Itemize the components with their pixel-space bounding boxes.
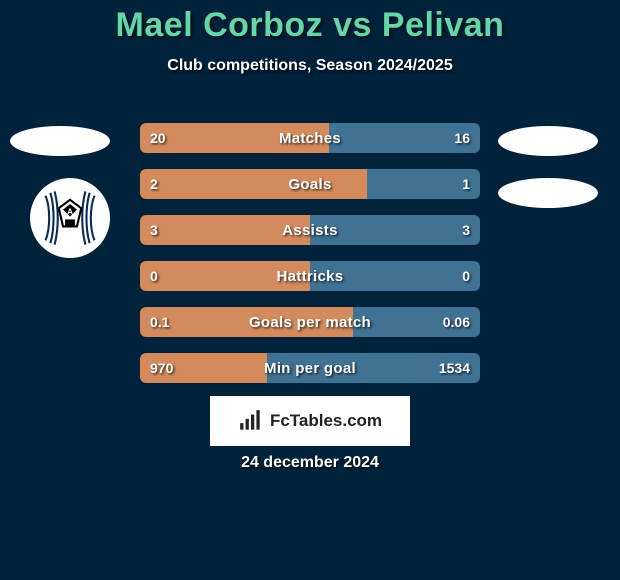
attribution-text: FcTables.com <box>270 411 382 431</box>
player-left-avatar-placeholder <box>10 126 110 156</box>
comparison-subtitle: Club competitions, Season 2024/2025 <box>0 57 620 75</box>
stat-left-value: 20 <box>150 123 166 153</box>
bar-chart-icon <box>238 408 264 434</box>
attribution-badge: FcTables.com <box>210 396 410 446</box>
stat-bar-label: Matches <box>140 123 480 153</box>
stat-left-value: 0.1 <box>150 307 169 337</box>
club-left-badge: A <box>30 178 110 258</box>
stat-bar-label: Hattricks <box>140 261 480 291</box>
stat-left-value: 3 <box>150 215 158 245</box>
stat-left-value: 970 <box>150 353 173 383</box>
club-crest-icon: A <box>35 183 105 253</box>
comparison-bars: Matches20 16 Goals2 1 Assists3 3 Hattricks0 0 Go… <box>140 123 480 399</box>
stat-bar: Hattricks0 0 <box>140 261 480 291</box>
stat-right-value: 1 <box>462 169 470 199</box>
stat-bar: Matches20 16 <box>140 123 480 153</box>
stat-left-value: 2 <box>150 169 158 199</box>
stat-right-value: 0 <box>462 261 470 291</box>
stat-bar-label: Min per goal <box>140 353 480 383</box>
club-right-badge-placeholder <box>498 178 598 208</box>
stat-bar: Assists3 3 <box>140 215 480 245</box>
snapshot-date: 24 december 2024 <box>0 454 620 472</box>
player-right-avatar-placeholder <box>498 126 598 156</box>
stat-bar-label: Assists <box>140 215 480 245</box>
stat-left-value: 0 <box>150 261 158 291</box>
stat-right-value: 0.06 <box>443 307 470 337</box>
svg-text:A: A <box>67 207 73 217</box>
stat-bar-label: Goals per match <box>140 307 480 337</box>
stat-bar: Goals per match0.1 0.06 <box>140 307 480 337</box>
stat-bar: Min per goal970 1534 <box>140 353 480 383</box>
comparison-title: Mael Corboz vs Pelivan <box>0 0 620 45</box>
stat-right-value: 16 <box>454 123 470 153</box>
stat-bar-label: Goals <box>140 169 480 199</box>
stat-right-value: 3 <box>462 215 470 245</box>
stat-right-value: 1534 <box>439 353 470 383</box>
stat-bar: Goals2 1 <box>140 169 480 199</box>
